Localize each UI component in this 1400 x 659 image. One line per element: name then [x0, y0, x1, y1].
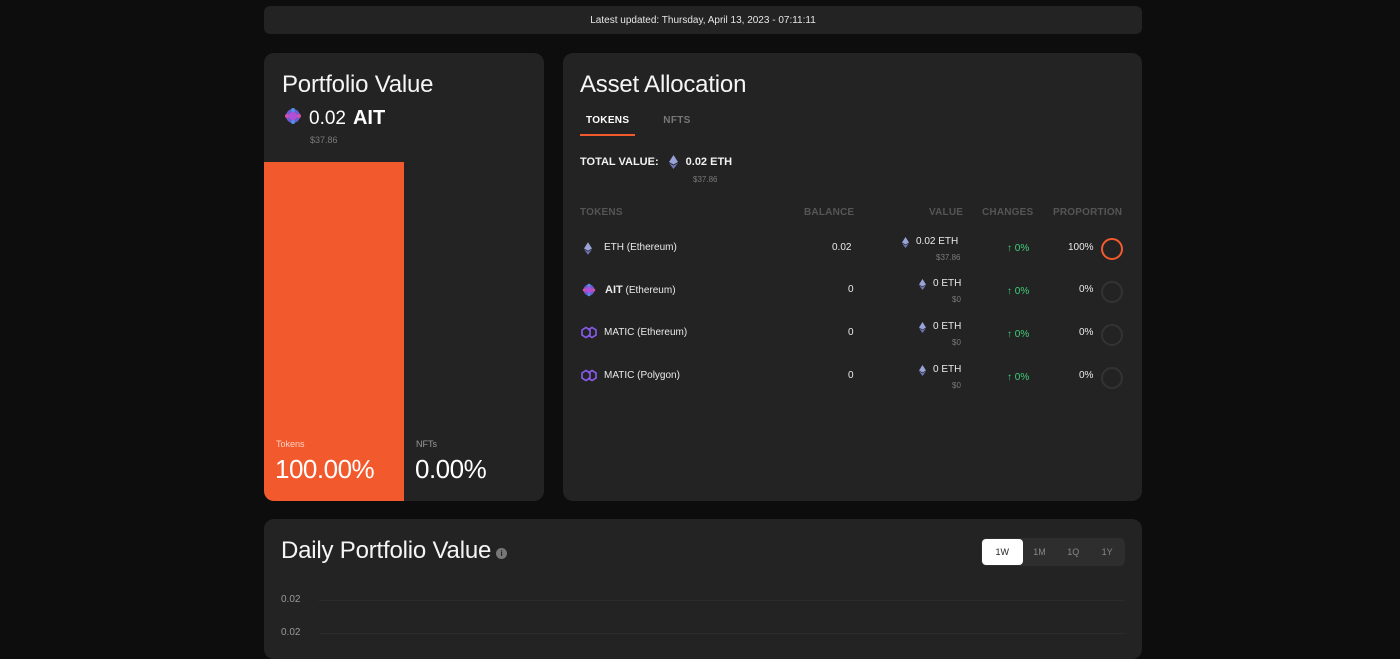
- table-row[interactable]: MATIC (Ethereum) 0 0 ETH $0 ↑ 0% 0%: [563, 314, 1142, 354]
- range-button-1w[interactable]: 1W: [982, 539, 1023, 565]
- token-balance: 0: [848, 284, 854, 295]
- time-range-selector: 1W 1M 1Q 1Y: [981, 538, 1125, 566]
- token-change: ↑ 0%: [1007, 286, 1030, 297]
- column-header-changes[interactable]: CHANGES: [982, 207, 1034, 218]
- grid-line: [319, 600, 1125, 601]
- total-value: TOTAL VALUE: 0.02 ETH: [580, 155, 732, 169]
- y-tick-label: 0.02: [281, 627, 301, 638]
- ethereum-icon: [584, 242, 592, 255]
- daily-title-row: Daily Portfolio Value i: [281, 537, 508, 565]
- total-value-usd: $37.86: [693, 175, 718, 184]
- portfolio-value-title: Portfolio Value: [282, 71, 434, 98]
- y-tick-label: 0.02: [281, 594, 301, 605]
- token-name: AIT (Ethereum): [605, 284, 676, 296]
- ait-icon: [582, 283, 596, 297]
- arrow-up-icon: ↑: [1007, 286, 1012, 297]
- tab-nfts[interactable]: NFTS: [663, 115, 691, 126]
- proportion-ring-icon: [1101, 238, 1123, 260]
- range-button-1m[interactable]: 1M: [1033, 547, 1046, 557]
- token-value-usd: $0: [952, 381, 961, 390]
- polygon-icon: [581, 369, 597, 382]
- column-header-value[interactable]: VALUE: [929, 207, 964, 218]
- asset-allocation-card: Asset Allocation TOKENS NFTS TOTAL VALUE…: [563, 53, 1142, 501]
- proportion-ring-icon: [1101, 324, 1123, 346]
- proportion-ring-icon: [1101, 281, 1123, 303]
- token-change: ↑ 0%: [1007, 329, 1030, 340]
- nfts-share-percent: 0.00%: [415, 454, 487, 484]
- token-change: ↑ 0%: [1007, 243, 1030, 254]
- asset-allocation-title: Asset Allocation: [580, 71, 747, 98]
- total-value-label: TOTAL VALUE:: [580, 156, 659, 168]
- info-icon[interactable]: i: [496, 548, 508, 560]
- token-name: MATIC (Ethereum): [604, 327, 688, 338]
- total-value-amount: 0.02 ETH: [685, 156, 733, 168]
- token-proportion: 100%: [1068, 242, 1094, 253]
- tokens-share-percent: 100.00%: [275, 454, 375, 484]
- token-value: 0 ETH: [933, 321, 962, 332]
- token-proportion: 0%: [1079, 284, 1094, 295]
- portfolio-amount-value: 0.02: [309, 107, 346, 129]
- token-balance: 0: [848, 327, 854, 338]
- token-value-usd: $37.86: [936, 253, 961, 262]
- arrow-up-icon: ↑: [1007, 372, 1012, 383]
- token-proportion: 0%: [1079, 370, 1094, 381]
- token-value: 0 ETH: [933, 278, 962, 289]
- token-name: MATIC (Polygon): [604, 370, 680, 381]
- arrow-up-icon: ↑: [1007, 243, 1012, 254]
- table-row[interactable]: AIT (Ethereum) 0 0 ETH $0 ↑ 0% 0%: [563, 272, 1142, 312]
- portfolio-amount-symbol: AIT: [352, 107, 386, 129]
- column-header-tokens[interactable]: TOKENS: [580, 207, 623, 218]
- column-header-proportion[interactable]: PROPORTION: [1053, 207, 1123, 218]
- tokens-share-bar: [264, 162, 404, 501]
- grid-line: [319, 633, 1125, 634]
- token-balance: 0: [848, 370, 854, 381]
- range-button-1q[interactable]: 1Q: [1067, 547, 1080, 557]
- ait-icon: [284, 107, 302, 130]
- table-row[interactable]: ETH (Ethereum) 0.02 0.02 ETH $37.86 ↑ 0%…: [563, 229, 1142, 269]
- ethereum-icon: [919, 322, 926, 333]
- last-updated-text: Latest updated: Thursday, April 13, 2023…: [590, 14, 816, 26]
- portfolio-usd-value: $37.86: [310, 135, 338, 145]
- token-change: ↑ 0%: [1007, 372, 1030, 383]
- tab-tokens[interactable]: TOKENS: [580, 113, 636, 136]
- token-value: 0.02 ETH: [916, 236, 959, 247]
- nfts-share-label: NFTs: [416, 439, 437, 449]
- daily-portfolio-value-title: Daily Portfolio Value: [281, 537, 492, 564]
- portfolio-value-card: Portfolio Value 0.02 AIT $37.86 Tokens 1…: [264, 53, 544, 501]
- ethereum-icon: [919, 279, 926, 290]
- token-proportion: 0%: [1079, 327, 1094, 338]
- ethereum-icon: [668, 155, 678, 169]
- daily-portfolio-value-card: Daily Portfolio Value i 1W 1M 1Q 1Y 0.02 …: [264, 519, 1142, 659]
- token-name: ETH (Ethereum): [604, 242, 677, 253]
- tokens-share-label: Tokens: [276, 439, 305, 449]
- ethereum-icon: [902, 237, 909, 248]
- range-button-1y[interactable]: 1Y: [1101, 547, 1113, 557]
- ethereum-icon: [919, 365, 926, 376]
- arrow-up-icon: ↑: [1007, 329, 1012, 340]
- column-header-balance[interactable]: BALANCE: [804, 207, 855, 218]
- portfolio-amount: 0.02 AIT: [284, 107, 385, 130]
- allocation-tabs: TOKENS NFTS: [580, 113, 697, 136]
- table-row[interactable]: MATIC (Polygon) 0 0 ETH $0 ↑ 0% 0%: [563, 357, 1142, 397]
- token-value: 0 ETH: [933, 364, 962, 375]
- token-value-usd: $0: [952, 295, 961, 304]
- token-balance: 0.02: [832, 242, 852, 253]
- last-updated-bar: Latest updated: Thursday, April 13, 2023…: [264, 6, 1142, 34]
- token-value-usd: $0: [952, 338, 961, 347]
- polygon-icon: [581, 326, 597, 339]
- proportion-ring-icon: [1101, 367, 1123, 389]
